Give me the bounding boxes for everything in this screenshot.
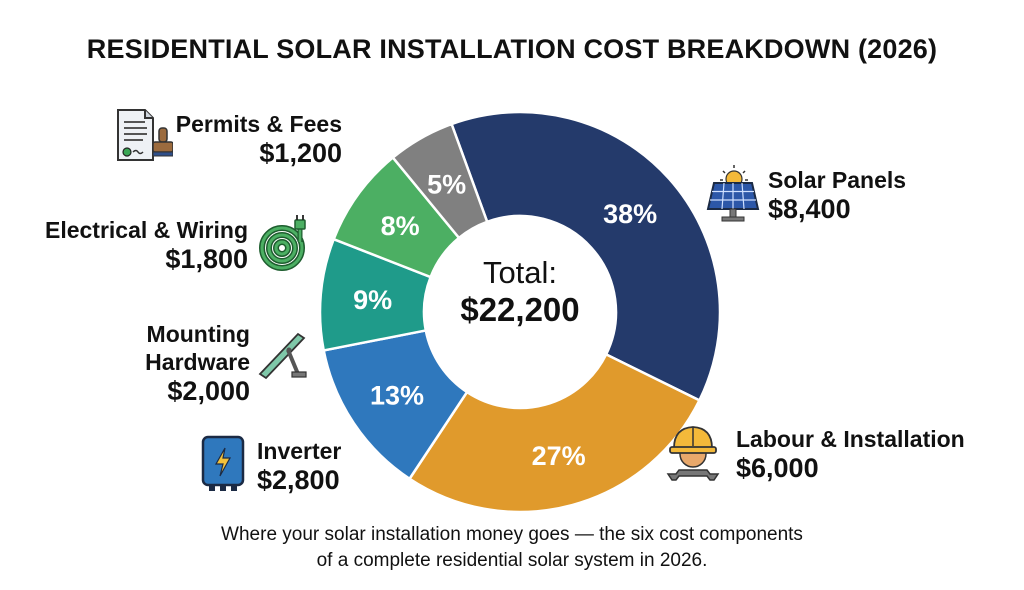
segment-percent-label: 13% — [370, 380, 424, 410]
segment-percent-label: 9% — [353, 285, 392, 315]
mounting-label-line2: Hardware — [145, 349, 250, 375]
hardhat-wrench-icon — [666, 426, 720, 481]
electrical-label: Electrical & Wiring — [44, 217, 248, 243]
permits-label: Permits & Fees — [175, 111, 342, 137]
inverter-icon — [201, 435, 245, 491]
total-label: Total: — [482, 255, 558, 290]
legend-solar: Solar Panels $8,400 — [768, 166, 968, 225]
labour-label: Labour & Installation — [736, 426, 965, 452]
legend-permits: Permits & Fees $1,200 — [150, 110, 342, 169]
cable-plug-icon — [259, 215, 306, 271]
caption-line2: of a complete residential solar system i… — [316, 550, 708, 571]
mounting-label-line1: Mounting — [146, 321, 250, 347]
permit-document-stamp-icon — [117, 109, 173, 161]
legend-mounting: Mounting Hardware $2,000 — [120, 320, 250, 407]
donut-segment-permits-fees — [391, 122, 489, 240]
segment-percent-label: 27% — [532, 441, 586, 471]
chart-title: RESIDENTIAL SOLAR INSTALLATION COST BREA… — [86, 34, 938, 64]
legend-electrical: Electrical & Wiring $1,800 — [20, 216, 248, 275]
mounting-amount: $2,000 — [167, 376, 250, 406]
segment-percent-label: 38% — [603, 199, 657, 229]
inverter-amount: $2,800 — [257, 465, 340, 495]
solar-amount: $8,400 — [768, 194, 851, 224]
segment-percent-label: 5% — [427, 169, 466, 199]
labour-amount: $6,000 — [736, 453, 819, 483]
solar-label: Solar Panels — [768, 167, 907, 193]
solar-panel-icon — [706, 165, 760, 222]
segment-percent-label: 8% — [381, 211, 420, 241]
caption-line1: Where your solar installation money goes… — [221, 524, 803, 545]
donut-segment-labour-installation — [407, 352, 702, 514]
permits-amount: $1,200 — [259, 138, 342, 168]
donut-segment-solar-panels — [449, 110, 722, 403]
total-value: $22,200 — [460, 291, 580, 328]
legend-labour: Labour & Installation $6,000 — [736, 425, 996, 484]
chart-caption: Where your solar installation money goes… — [0, 522, 1024, 574]
electrical-amount: $1,800 — [165, 244, 248, 274]
mounting-bracket-icon — [258, 332, 307, 380]
inverter-label: Inverter — [257, 438, 342, 464]
legend-inverter: Inverter $2,800 — [257, 437, 377, 496]
donut-center-total: Total: $22,200 — [420, 255, 620, 329]
